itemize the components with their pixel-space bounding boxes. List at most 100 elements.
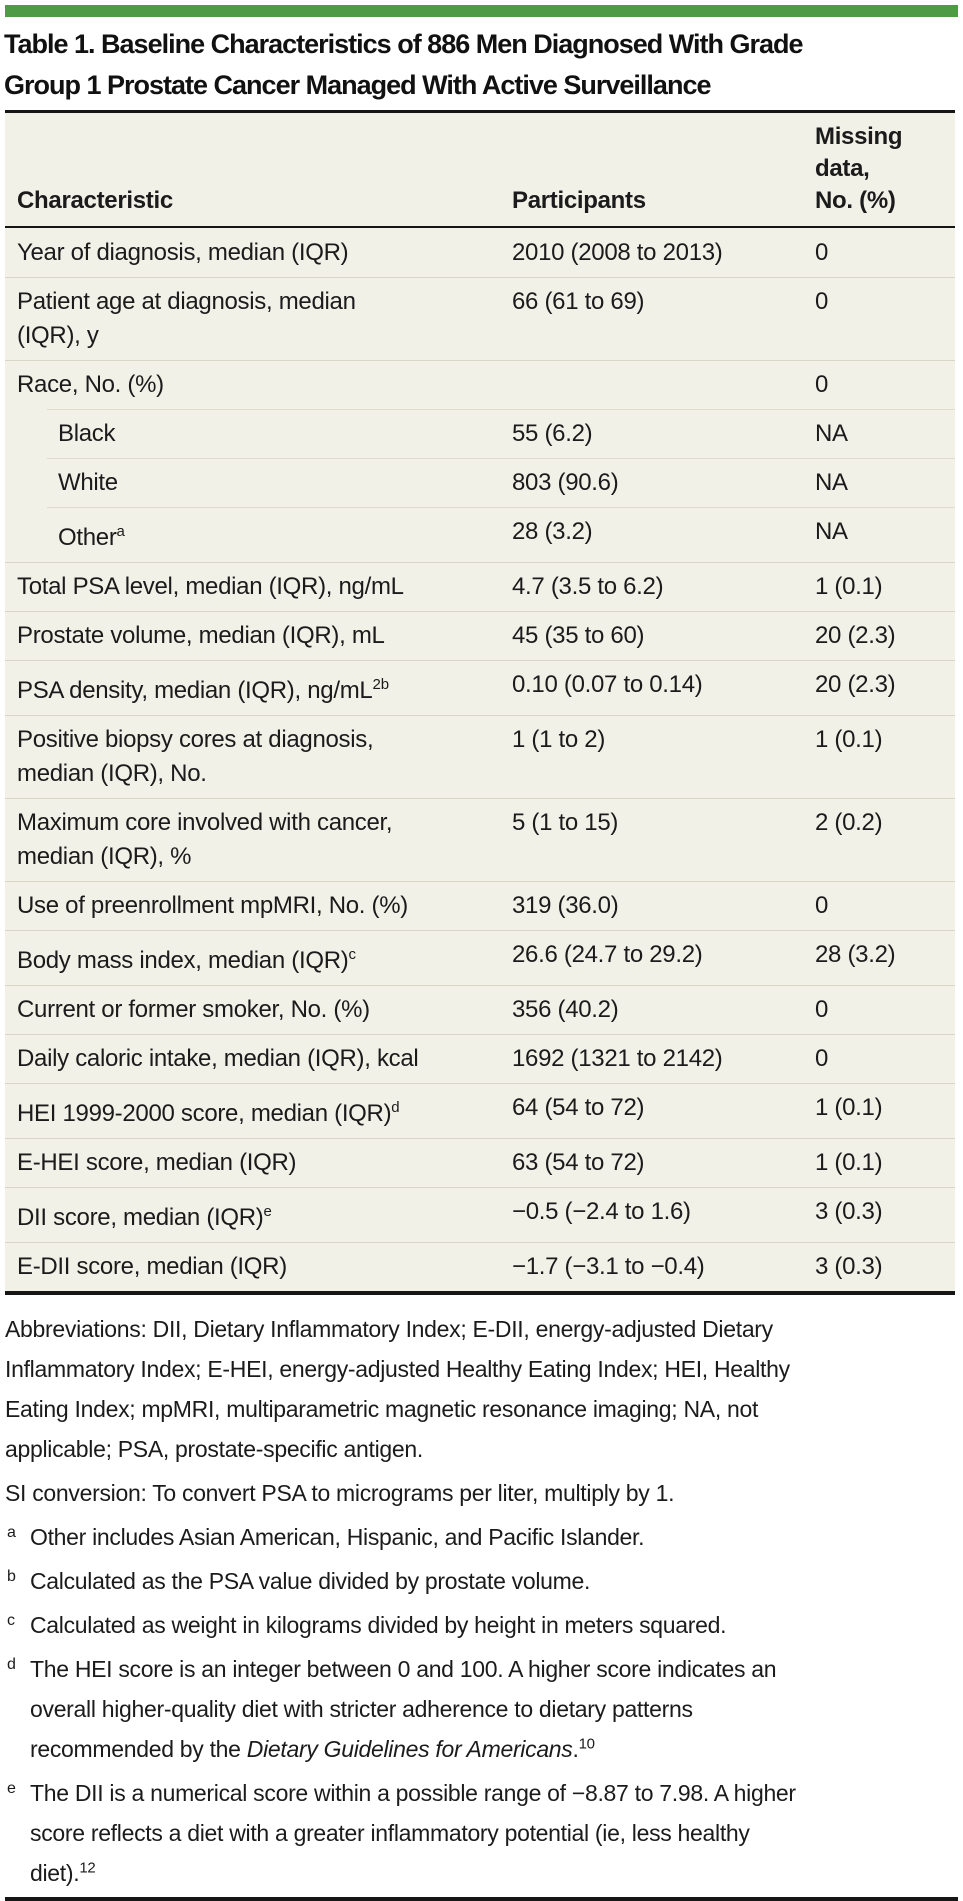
- row-participants-value: 45 (35 to 60): [512, 622, 645, 649]
- row-participants-value: 4.7 (3.5 to 6.2): [512, 573, 664, 600]
- footnote-superscript: e: [263, 1203, 272, 1220]
- column-header-missing-data: Missing data, No. (%): [815, 123, 903, 214]
- row-characteristic-label: Use of preenrollment mpMRI, No. (%): [17, 892, 408, 919]
- row-characteristic-label: Positive biopsy cores at diagnosis, medi…: [17, 726, 374, 787]
- row-characteristic-label: White: [58, 469, 118, 496]
- table-panel: Characteristic Participants Missing data…: [5, 110, 955, 1295]
- footnote-paragraph: SI conversion: To convert PSA to microgr…: [5, 1473, 953, 1513]
- row-missing-value: 1 (0.1): [815, 1094, 883, 1121]
- footnote-d: d The HEI score is an integer between 0 a…: [5, 1649, 953, 1769]
- table-row: Patient age at diagnosis, median (IQR), …: [5, 277, 955, 360]
- footnotes-section: Abbreviations: DII, Dietary Inflammatory…: [5, 1309, 953, 1893]
- table-row: Body mass index, median (IQR)c 26.6 (24.…: [5, 930, 955, 985]
- table-title-line-2: Group 1 Prostate Cancer Managed With Act…: [4, 70, 711, 100]
- row-characteristic-label: Current or former smoker, No. (%): [17, 996, 370, 1023]
- footnote-marker: a: [7, 1524, 16, 1541]
- row-characteristic-label: Race, No. (%): [17, 371, 164, 398]
- footnote-text-part: Abbreviations: DII, Dietary Inflammatory…: [5, 1316, 790, 1462]
- row-missing-value: 1 (0.1): [815, 1149, 883, 1176]
- footnote-marker: d: [7, 1656, 16, 1673]
- footnote-a: a Other includes Asian American, Hispanic…: [5, 1517, 953, 1557]
- footnote-text: Calculated as the PSA value divided by p…: [30, 1568, 590, 1594]
- footnote-text-part: SI conversion: To convert PSA to microgr…: [5, 1480, 675, 1506]
- footnote-text-part: The HEI score is an integer between 0 an…: [30, 1656, 777, 1762]
- row-participants-value: 1692 (1321 to 2142): [512, 1045, 723, 1072]
- footnote-superscript: c: [348, 946, 356, 963]
- row-characteristic-label: E-DII score, median (IQR): [17, 1253, 287, 1280]
- accent-top-bar: [5, 5, 958, 17]
- footnote-text: The HEI score is an integer between 0 an…: [30, 1656, 777, 1762]
- row-participants-value: 28 (3.2): [512, 518, 593, 545]
- row-missing-value: NA: [815, 518, 848, 545]
- row-missing-value: NA: [815, 469, 848, 496]
- table-row: Daily caloric intake, median (IQR), kcal…: [5, 1034, 955, 1083]
- table-row: Use of preenrollment mpMRI, No. (%) 319 …: [5, 881, 955, 930]
- row-participants-value: 26.6 (24.7 to 29.2): [512, 941, 703, 968]
- table-row: Positive biopsy cores at diagnosis, medi…: [5, 715, 955, 798]
- row-missing-value: 2 (0.2): [815, 809, 883, 836]
- footnote-marker: b: [7, 1568, 16, 1585]
- row-participants-value: 66 (61 to 69): [512, 288, 645, 315]
- row-missing-value: NA: [815, 420, 848, 447]
- reference-superscript: 12: [79, 1859, 96, 1877]
- row-characteristic-label: Othera: [58, 523, 125, 551]
- footnote-superscript: 2b: [372, 676, 390, 693]
- row-missing-value: 0: [815, 371, 829, 398]
- table-row: PSA density, median (IQR), ng/mL2b 0.10 …: [5, 660, 955, 715]
- reference-superscript: 10: [578, 1735, 595, 1753]
- row-participants-value: 1 (1 to 2): [512, 726, 606, 753]
- footnote-b: b Calculated as the PSA value divided by …: [5, 1561, 953, 1601]
- table-row: E-DII score, median (IQR) −1.7 (−3.1 to …: [5, 1242, 955, 1291]
- row-characteristic-label: Daily caloric intake, median (IQR), kcal: [17, 1045, 419, 1072]
- footnote-text-part: Calculated as weight in kilograms divide…: [30, 1612, 727, 1638]
- row-participants-value: −0.5 (−2.4 to 1.6): [512, 1198, 691, 1225]
- footnote-marker: c: [7, 1612, 15, 1629]
- row-characteristic-label: E-HEI score, median (IQR): [17, 1149, 297, 1176]
- table-row: Maximum core involved with cancer, media…: [5, 798, 955, 881]
- row-participants-value: 319 (36.0): [512, 892, 619, 919]
- table-row: Othera 28 (3.2) NA: [5, 507, 955, 562]
- footnote-paragraph: Abbreviations: DII, Dietary Inflammatory…: [5, 1309, 953, 1469]
- footnote-superscript: a: [116, 523, 125, 540]
- row-participants-value: 64 (54 to 72): [512, 1094, 645, 1121]
- row-characteristic-label: HEI 1999-2000 score, median (IQR)d: [17, 1099, 400, 1127]
- row-characteristic-label: Body mass index, median (IQR)c: [17, 946, 356, 974]
- table-row: DII score, median (IQR)e −0.5 (−2.4 to 1…: [5, 1187, 955, 1242]
- row-missing-value: 3 (0.3): [815, 1253, 883, 1280]
- table-row: Current or former smoker, No. (%) 356 (4…: [5, 985, 955, 1034]
- footnote-text: The DII is a numerical score within a po…: [30, 1780, 796, 1886]
- row-participants-value: 5 (1 to 15): [512, 809, 619, 836]
- footnote-text: Abbreviations: DII, Dietary Inflammatory…: [5, 1316, 790, 1462]
- column-header-characteristic: Characteristic: [17, 187, 173, 214]
- footnote-text-part: The DII is a numerical score within a po…: [30, 1780, 796, 1886]
- table-row: Prostate volume, median (IQR), mL 45 (35…: [5, 611, 955, 660]
- row-participants-value: 63 (54 to 72): [512, 1149, 645, 1176]
- column-header-participants: Participants: [512, 187, 646, 214]
- row-missing-value: 0: [815, 1045, 829, 1072]
- footnote-marker: e: [7, 1780, 16, 1797]
- footnote-text-part: .: [572, 1736, 579, 1762]
- row-participants-value: 55 (6.2): [512, 420, 593, 447]
- row-characteristic-label: Black: [58, 420, 116, 447]
- table-row: White 803 (90.6) NA: [5, 458, 955, 507]
- footnote-superscript: d: [391, 1099, 400, 1116]
- table-row: Total PSA level, median (IQR), ng/mL 4.7…: [5, 562, 955, 611]
- row-characteristic-label: PSA density, median (IQR), ng/mL2b: [17, 676, 390, 704]
- row-missing-value: 28 (3.2): [815, 941, 896, 968]
- row-missing-value: 0: [815, 892, 829, 919]
- footnote-text: Calculated as weight in kilograms divide…: [30, 1612, 727, 1638]
- table-row: Year of diagnosis, median (IQR) 2010 (20…: [5, 228, 955, 277]
- row-characteristic-label: Year of diagnosis, median (IQR): [17, 239, 349, 266]
- table-row: HEI 1999-2000 score, median (IQR)d 64 (5…: [5, 1083, 955, 1138]
- table-body: Year of diagnosis, median (IQR) 2010 (20…: [5, 228, 955, 1291]
- footnote-text: SI conversion: To convert PSA to microgr…: [5, 1480, 674, 1506]
- table-title: Table 1. Baseline Characteristics of 886…: [4, 24, 955, 106]
- table-row: Race, No. (%) 0: [5, 360, 955, 409]
- row-participants-value: 2010 (2008 to 2013): [512, 239, 723, 266]
- row-missing-value: 0: [815, 996, 829, 1023]
- footnote-text-part: Other includes Asian American, Hispanic,…: [30, 1524, 645, 1550]
- row-participants-value: 803 (90.6): [512, 469, 619, 496]
- row-characteristic-label: Total PSA level, median (IQR), ng/mL: [17, 573, 404, 600]
- footnote-c: c Calculated as weight in kilograms divid…: [5, 1605, 953, 1645]
- bottom-rule: [5, 1897, 958, 1901]
